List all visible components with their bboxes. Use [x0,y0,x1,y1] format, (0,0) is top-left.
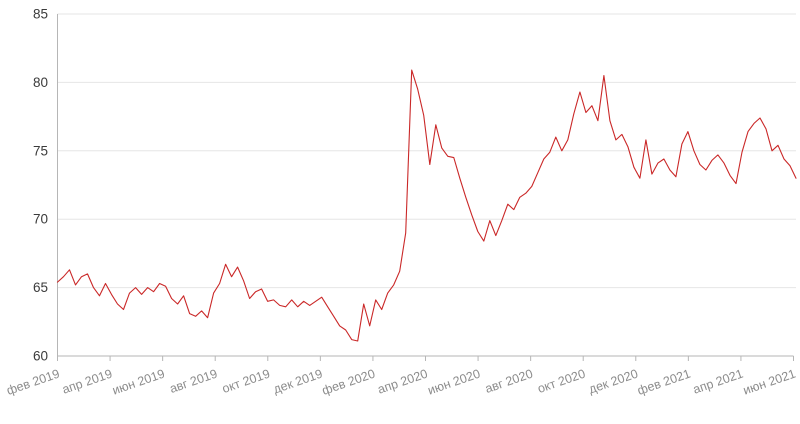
y-gridlines [57,13,796,289]
x-tick-label: дек 2019 [272,367,325,397]
x-tick-label: июн 2021 [741,367,797,398]
y-axis-labels: 60 65 70 75 80 85 [33,7,48,364]
y-tick-label: 75 [33,143,48,158]
y-tick-label: 70 [33,212,48,227]
x-tick-label: июн 2019 [110,367,166,398]
x-tick-label: авг 2019 [168,367,219,396]
x-tick-label: июн 2020 [426,367,482,398]
x-tick-label: дек 2020 [587,367,640,397]
x-tick-label: окт 2020 [536,367,587,396]
y-tick-label: 65 [33,280,48,295]
y-tick-label: 80 [33,75,48,90]
axes [57,14,794,357]
x-tick-label: апр 2019 [60,367,114,397]
y-tick-label: 85 [33,7,48,22]
x-tick-label: апр 2020 [376,367,430,397]
series [56,69,797,342]
x-tick-label: фев 2021 [636,367,693,398]
x-tick-marks [57,356,794,361]
series-line [56,69,797,342]
x-tick-label: апр 2021 [691,367,745,397]
x-tick-label: авг 2020 [483,367,534,396]
x-tick-label: фев 2019 [5,367,62,398]
y-tick-label: 60 [33,349,48,364]
x-tick-label: окт 2019 [220,367,271,396]
x-tick-label: фев 2020 [320,367,377,398]
